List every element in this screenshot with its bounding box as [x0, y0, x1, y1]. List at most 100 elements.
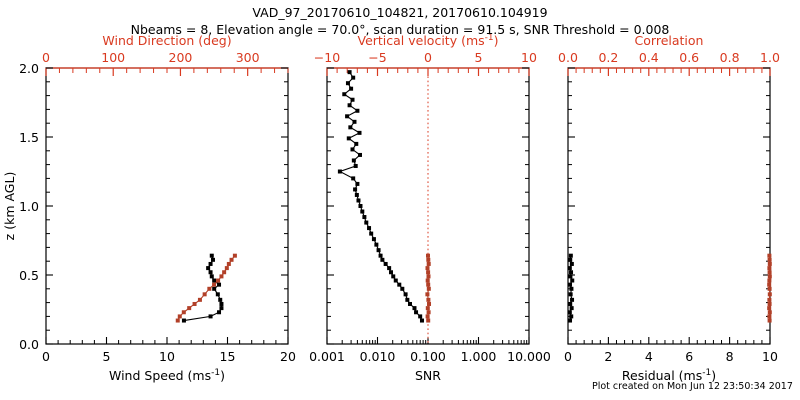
data-point [569, 261, 574, 266]
data-point [767, 266, 772, 271]
data-point [374, 242, 379, 247]
data-point [351, 158, 356, 163]
x-axis-title: Wind Speed (ms-1) [109, 368, 225, 383]
data-point [425, 314, 430, 319]
data-point [425, 306, 430, 311]
data-point [383, 261, 388, 266]
x-tick-label: 0.100 [410, 349, 446, 364]
data-point [354, 192, 359, 197]
data-point [212, 278, 217, 283]
data-point [212, 282, 217, 287]
data-point [371, 237, 376, 242]
data-point [767, 261, 772, 266]
data-point [570, 278, 575, 283]
data-point [353, 163, 358, 168]
data-point [569, 286, 574, 291]
data-point [217, 282, 222, 287]
x-top-tick-label: 5 [475, 50, 483, 65]
data-point [412, 306, 417, 311]
panel-residual: 0 2 4 6 8 10 0.0 0.2 0.4 0.6 0.8 1.0 Residual (ms-1)… [558, 33, 780, 383]
data-point [767, 301, 772, 306]
x-axis-top-title: Vertical velocity (ms-1) [357, 33, 498, 48]
data-point [348, 125, 353, 130]
data-point [352, 119, 357, 124]
data-point [192, 301, 197, 306]
data-point [426, 257, 431, 262]
y-tick-label: 0.0 [19, 337, 39, 352]
data-point [767, 253, 772, 258]
data-point [425, 266, 430, 271]
x-top-tick-label: 200 [169, 50, 193, 65]
data-point [345, 114, 350, 119]
panel-frame [567, 67, 771, 345]
data-point [426, 318, 431, 323]
x-top-tick-label: 0.0 [558, 50, 578, 65]
series-line-residual [569, 255, 573, 321]
data-point [391, 274, 396, 279]
data-point [380, 257, 385, 262]
plot-creation-timestamp: Plot created on Mon Jun 12 23:50:34 2017 [592, 381, 793, 392]
data-point [767, 282, 772, 287]
series-line-wind-direction [177, 255, 236, 321]
y-axis-title: z (km AGL) [2, 172, 17, 241]
data-point [426, 310, 431, 315]
data-point [567, 310, 572, 315]
x-top-tick-label: 0 [424, 50, 432, 65]
x-tick-label: 8 [726, 349, 734, 364]
data-point [347, 70, 352, 75]
data-point [426, 261, 431, 266]
x-top-tick-label: 0.2 [598, 50, 618, 65]
data-point [767, 278, 772, 283]
data-point [367, 226, 372, 231]
data-point [357, 152, 362, 157]
data-point [767, 292, 772, 297]
data-point [232, 253, 237, 258]
data-point [355, 181, 360, 186]
x-tick-label: 0 [564, 349, 572, 364]
data-point [767, 310, 772, 315]
panel-snr: 0.001 0.010 0.100 1.000 10.000 −10 −5 0 5 10 SNR Ve… [309, 33, 551, 383]
data-point [426, 282, 431, 287]
data-point [181, 310, 186, 315]
data-point [397, 282, 402, 287]
data-point [202, 292, 207, 297]
data-point [337, 169, 342, 174]
x-tick-label: 10 [762, 349, 778, 364]
data-point [570, 297, 575, 302]
data-point [209, 253, 214, 258]
data-point [212, 286, 217, 291]
data-point [350, 147, 355, 152]
data-point [229, 257, 234, 262]
data-point [767, 257, 772, 262]
y-tick-label: 0.5 [19, 268, 39, 283]
x-tick-label: 1.000 [461, 349, 497, 364]
panel-frame [45, 67, 289, 345]
data-point [349, 86, 354, 91]
data-point [362, 215, 367, 220]
data-point [360, 209, 365, 214]
data-point [376, 248, 381, 253]
data-point [405, 297, 410, 302]
x-tick-label: 0.010 [360, 349, 396, 364]
data-point [217, 310, 222, 315]
data-point [567, 266, 572, 271]
data-point [425, 292, 430, 297]
data-point [219, 306, 224, 311]
x-top-tick-label: 1.0 [760, 50, 780, 65]
x-tick-label: 5 [103, 349, 111, 364]
data-point [175, 318, 180, 323]
data-point [378, 253, 383, 258]
data-point [187, 306, 192, 311]
data-point [426, 286, 431, 291]
data-point [350, 97, 355, 102]
x-axis-title: Residual (ms-1) [622, 368, 716, 383]
x-tick-label: 0.001 [309, 349, 345, 364]
figure-title-primary: VAD_97_20170610_104821, 20170610.104919 [252, 5, 548, 20]
x-tick-label: 20 [280, 349, 296, 364]
data-point [568, 274, 573, 279]
data-point [767, 297, 772, 302]
x-top-tick-label: 0.6 [679, 50, 699, 65]
data-point [426, 253, 430, 258]
data-point [393, 278, 398, 283]
